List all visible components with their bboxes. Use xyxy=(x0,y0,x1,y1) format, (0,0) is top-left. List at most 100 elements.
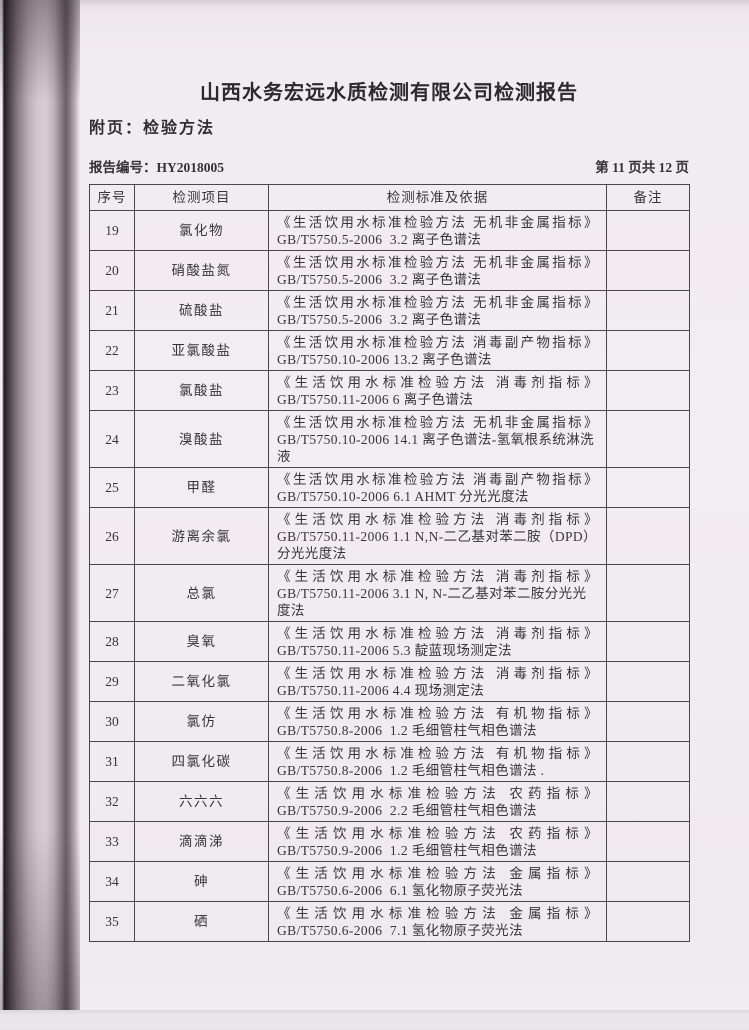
table-row: 28 臭氧 《生活饮用水标准检验方法 消毒剂指标》 GB/T5750.11-2006 … xyxy=(89,621,690,662)
standard-method: GB/T5750.10-2006 6.1 AHMT 分光光度法 xyxy=(277,488,529,504)
row-test-item: 滴滴涕 xyxy=(134,821,269,862)
standard-method: GB/T5750.10-2006 14.1 离子色谱法-氢氧根系统淋洗液 xyxy=(277,431,594,464)
row-remark xyxy=(606,701,690,742)
table-row: 31 四氯化碳 《生活饮用水标准检验方法 有机物指标》 GB/T5750.8-2006… xyxy=(89,741,690,782)
row-test-item: 硫酸盐 xyxy=(134,290,269,331)
table-row: 34 砷《生活饮用水标准检验方法 金属指标》 GB/T5750.6-2006 6.1… xyxy=(89,861,690,902)
standard-method: GB/T5750.11-2006 1.1 N,N-二乙基对苯二胺（DPD）分光光… xyxy=(277,528,597,561)
row-test-item: 氯酸盐 xyxy=(134,370,269,411)
row-standard: 《生活饮用水标准检验方法 农药指标》 GB/T5750.9-2006 1.2 毛细… xyxy=(268,821,607,862)
table-body: 19 氯化物 《生活饮用水标准检验方法 无机非金属指标》 GB/T5750.5-200… xyxy=(89,210,690,942)
standard-title: 《生活饮用水标准检验方法 消毒副产物指标》 xyxy=(277,334,598,350)
table-row: 23 氯酸盐 《生活饮用水标准检验方法 消毒剂指标》 GB/T5750.11-2006… xyxy=(89,370,690,411)
table-row: 19 氯化物 《生活饮用水标准检验方法 无机非金属指标》 GB/T5750.5-200… xyxy=(89,210,690,251)
row-test-item: 甲醛 xyxy=(134,467,269,508)
row-number: 30 xyxy=(89,701,135,742)
row-number: 33 xyxy=(89,821,135,862)
row-standard: 《生活饮用水标准检验方法 有机物指标》 GB/T5750.8-2006 1.2 毛… xyxy=(268,701,607,742)
standard-title: 《生活饮用水标准检验方法 无机非金属指标》 xyxy=(277,414,598,430)
row-standard: 《生活饮用水标准检验方法 金属指标》 GB/T5750.6-2006 7.1 氢化… xyxy=(268,901,607,942)
standard-title: 《生活饮用水标准检验方法 农药指标》 xyxy=(277,785,598,801)
table-row: 30 氯仿 《生活饮用水标准检验方法 有机物指标》 GB/T5750.8-2006 1… xyxy=(89,701,690,742)
row-test-item: 亚氯酸盐 xyxy=(134,330,269,371)
row-test-item: 氯化物 xyxy=(134,210,269,251)
row-remark xyxy=(606,330,690,371)
row-standard: 《生活饮用水标准检验方法 无机非金属指标》 GB/T5750.5-2006 3.2… xyxy=(268,210,607,251)
table-row: 20 硝酸盐氮 《生活饮用水标准检验方法 无机非金属指标》 GB/T5750.5-20… xyxy=(89,250,690,291)
row-test-item: 氯仿 xyxy=(134,701,269,742)
table-header-row: 序号 检测项目 检测标准及依据 备注 xyxy=(89,184,690,211)
row-number: 23 xyxy=(89,370,135,411)
page-indicator: 第 11 页共 12 页 xyxy=(595,160,689,175)
row-remark xyxy=(606,250,690,291)
row-number: 27 xyxy=(89,564,135,622)
standard-method: GB/T5750.5-2006 3.2 离子色谱法 xyxy=(277,231,482,247)
standard-method: GB/T5750.9-2006 1.2 毛细管柱气相色谱法 xyxy=(277,842,537,858)
row-standard: 《生活饮用水标准检验方法 无机非金属指标》 GB/T5750.10-2006 14… xyxy=(268,410,607,468)
scanner-bed-strip xyxy=(0,1010,749,1030)
standard-title: 《生活饮用水标准检验方法 无机非金属指标》 xyxy=(277,214,598,230)
row-remark xyxy=(606,210,690,251)
standard-title: 《生活饮用水标准检验方法 消毒副产物指标》 xyxy=(277,471,598,487)
column-header: 检测标准及依据 xyxy=(268,184,607,211)
row-remark xyxy=(606,741,690,782)
standard-title: 《生活饮用水标准检验方法 消毒剂指标》 xyxy=(277,511,598,527)
page-title: 山西水务宏远水质检测有限公司检测报告 xyxy=(200,82,578,104)
appendix-subtitle: 附页：检验方法 xyxy=(89,120,216,137)
standard-method: GB/T5750.5-2006 3.2 离子色谱法 xyxy=(277,271,482,287)
standard-method: GB/T5750.8-2006 1.2 毛细管柱气相色谱法 . xyxy=(277,762,545,778)
column-header: 检测项目 xyxy=(134,184,269,211)
standard-method: GB/T5750.11-2006 4.4 现场测定法 xyxy=(277,682,485,698)
row-remark xyxy=(606,861,690,902)
row-remark xyxy=(606,410,690,468)
row-number: 28 xyxy=(89,621,135,662)
table-row: 24 溴酸盐 《生活饮用水标准检验方法 无机非金属指标》 GB/T5750.10-20… xyxy=(89,410,690,468)
standard-method: GB/T5750.6-2006 7.1 氢化物原子荧光法 xyxy=(277,922,523,938)
row-standard: 《生活饮用水标准检验方法 金属指标》 GB/T5750.6-2006 6.1 氢化… xyxy=(268,861,607,902)
column-header: 备注 xyxy=(606,184,690,211)
row-number: 21 xyxy=(89,290,135,331)
row-standard: 《生活饮用水标准检验方法 消毒剂指标》 GB/T5750.11-2006 4.4 … xyxy=(268,661,607,702)
table-row: 22 亚氯酸盐 《生活饮用水标准检验方法 消毒副产物指标》 GB/T5750.10-2… xyxy=(89,330,690,371)
row-number: 31 xyxy=(89,741,135,782)
row-remark xyxy=(606,370,690,411)
standard-method: GB/T5750.9-2006 2.2 毛细管柱气相色谱法 xyxy=(277,802,537,818)
standard-title: 《生活饮用水标准检验方法 有机物指标》 xyxy=(277,705,598,721)
row-number: 32 xyxy=(89,781,135,822)
row-remark xyxy=(606,621,690,662)
row-standard: 《生活饮用水标准检验方法 消毒副产物指标》 GB/T5750.10-2006 13… xyxy=(268,330,607,371)
standard-method: GB/T5750.10-2006 13.2 离子色谱法 xyxy=(277,351,492,367)
row-remark xyxy=(606,821,690,862)
standard-method: GB/T5750.8-2006 1.2 毛细管柱气相色谱法 xyxy=(277,722,537,738)
row-number: 25 xyxy=(89,467,135,508)
meta-row: 报告编号：HY2018005 第 11 页共 12 页 xyxy=(89,156,689,176)
row-standard: 《生活饮用水标准检验方法 有机物指标》 GB/T5750.8-2006 1.2 毛… xyxy=(268,741,607,782)
row-remark xyxy=(606,507,690,565)
row-remark xyxy=(606,661,690,702)
row-standard: 《生活饮用水标准检验方法 农药指标》 GB/T5750.9-2006 2.2 毛细… xyxy=(268,781,607,822)
row-test-item: 硝酸盐氮 xyxy=(134,250,269,291)
row-remark xyxy=(606,901,690,942)
standard-method: GB/T5750.11-2006 6 离子色谱法 xyxy=(277,391,474,407)
scan-top-shadow xyxy=(80,0,749,8)
table-row: 32 六六六 《生活饮用水标准检验方法 农药指标》 GB/T5750.9-2006 2… xyxy=(89,781,690,822)
row-standard: 《生活饮用水标准检验方法 无机非金属指标》 GB/T5750.5-2006 3.2… xyxy=(268,250,607,291)
standard-title: 《生活饮用水标准检验方法 消毒剂指标》 xyxy=(277,568,598,584)
standard-method: GB/T5750.11-2006 3.1 N, N-二乙基对苯二胺分光光度法 xyxy=(277,585,587,618)
row-standard: 《生活饮用水标准检验方法 无机非金属指标》 GB/T5750.5-2006 3.2… xyxy=(268,290,607,331)
row-remark xyxy=(606,564,690,622)
row-remark xyxy=(606,290,690,331)
standard-title: 《生活饮用水标准检验方法 金属指标》 xyxy=(277,905,598,921)
row-remark xyxy=(606,781,690,822)
scan-left-binding-shadow xyxy=(0,0,80,1010)
standard-title: 《生活饮用水标准检验方法 无机非金属指标》 xyxy=(277,294,598,310)
table-row: 27 总氯 《生活饮用水标准检验方法 消毒剂指标》 GB/T5750.11-2006 … xyxy=(89,564,690,622)
row-number: 22 xyxy=(89,330,135,371)
column-header: 序号 xyxy=(89,184,135,211)
row-test-item: 硒 xyxy=(134,901,269,942)
row-test-item: 总氯 xyxy=(134,564,269,622)
row-standard: 《生活饮用水标准检验方法 消毒剂指标》 GB/T5750.11-2006 1.1 … xyxy=(268,507,607,565)
row-standard: 《生活饮用水标准检验方法 消毒剂指标》 GB/T5750.11-2006 6 离子… xyxy=(268,370,607,411)
row-number: 20 xyxy=(89,250,135,291)
row-test-item: 六六六 xyxy=(134,781,269,822)
